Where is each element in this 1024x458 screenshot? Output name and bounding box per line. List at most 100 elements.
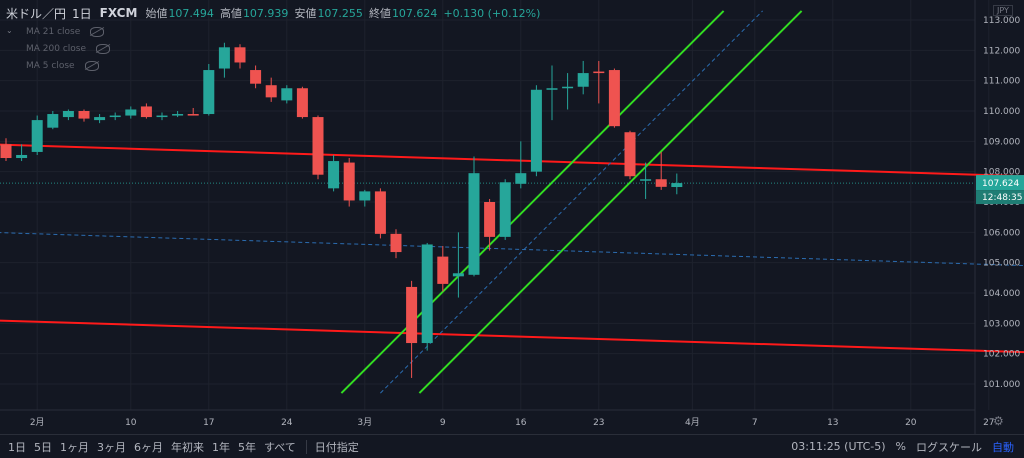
red-trend-line	[0, 319, 1024, 354]
candle-body	[515, 173, 527, 184]
time-axis[interactable]: 2月 10 17 24 3月 9 16 23 4月 7 13 20 27	[30, 417, 995, 428]
candle-body	[78, 111, 90, 119]
candle-body	[624, 132, 636, 177]
close-label: 終値	[368, 7, 391, 20]
indicator-ma200-label: MA 200 close	[26, 44, 87, 54]
candle-body	[437, 256, 449, 284]
close-value: 107.624	[391, 6, 438, 20]
time-tick-label: 17	[203, 418, 214, 428]
price-tick-label: 105.000	[983, 259, 1020, 269]
last-price-box	[976, 175, 1024, 191]
toolbar-divider	[305, 439, 307, 454]
price-chart[interactable]: 101.000 102.000 103.000 104.000 105.000 106.0…	[0, 0, 1024, 434]
candle-body	[265, 85, 277, 98]
candle-body	[328, 161, 340, 189]
candle-body	[577, 73, 589, 87]
eye-off-icon[interactable]	[84, 61, 99, 71]
settings-gear-icon[interactable]: ⚙	[993, 414, 1004, 428]
time-tick-label: 2月	[30, 417, 45, 428]
candle-body	[671, 183, 683, 188]
interval-label[interactable]: 1日	[72, 6, 92, 21]
candle-body	[406, 286, 418, 344]
change-value: +0.130 (+0.12%)	[443, 6, 541, 20]
dashed-trend-line	[0, 232, 1024, 267]
price-tick-label: 113.000	[983, 16, 1020, 26]
candle-body	[156, 115, 168, 118]
indicator-ma21-label: MA 21 close	[26, 27, 81, 37]
time-tick-label: 27	[983, 418, 994, 428]
price-tick-label: 110.000	[983, 107, 1020, 117]
range-1y[interactable]: 1年	[212, 440, 230, 454]
candle-body	[218, 47, 230, 69]
currency-badge[interactable]: JPY	[993, 5, 1013, 16]
candle-body	[140, 106, 152, 118]
last-price-label: 107.624	[982, 179, 1019, 189]
range-3m[interactable]: 3ヶ月	[97, 440, 126, 454]
eye-off-icon[interactable]	[96, 44, 111, 54]
range-5y[interactable]: 5年	[238, 440, 256, 454]
toolbar-right: 03:11:25 (UTC-5) % ログスケール 自動	[791, 435, 1024, 458]
price-tick-label: 109.000	[983, 137, 1020, 147]
symbol-header: 米ドル／円 1日 FXCM 始値 107.494 高値 107.939 安値 107.…	[6, 4, 540, 22]
candle-body	[109, 115, 121, 118]
price-tick-label: 108.000	[983, 168, 1020, 178]
indicator-ma5[interactable]: MA 5 close	[26, 61, 99, 71]
indicator-ma21[interactable]: MA 21 close	[26, 27, 105, 37]
time-tick-label: 16	[515, 418, 527, 428]
candle-body	[374, 191, 386, 234]
candle-body	[640, 179, 652, 181]
price-tick-label: 104.000	[983, 289, 1020, 299]
time-tick-label: 4月	[685, 417, 700, 428]
indicator-ma200[interactable]: MA 200 close	[26, 44, 111, 54]
low-label: 安値	[294, 7, 317, 20]
range-1m[interactable]: 1ヶ月	[60, 440, 89, 454]
auto-scale-toggle[interactable]: 自動	[992, 440, 1014, 454]
chart-candles	[0, 42, 683, 378]
range-5d[interactable]: 5日	[34, 440, 52, 454]
candle-body	[343, 162, 355, 201]
candle-body	[546, 88, 558, 90]
collapse-chevron-icon[interactable]: ⌄	[6, 26, 13, 35]
price-tick-label: 112.000	[983, 46, 1020, 56]
candle-body	[655, 179, 667, 187]
candle-body	[296, 88, 308, 118]
source-label: FXCM	[99, 6, 138, 20]
log-scale-toggle[interactable]: ログスケール	[916, 440, 982, 454]
eye-off-icon[interactable]	[90, 27, 105, 37]
open-value: 107.494	[168, 6, 214, 20]
price-axis[interactable]: 101.000 102.000 103.000 104.000 105.000 106.0…	[976, 16, 1024, 390]
symbol-name[interactable]: 米ドル／円	[6, 6, 67, 21]
clock-time[interactable]: 03:11:25 (UTC-5)	[791, 440, 886, 453]
goto-date-button[interactable]: 日付指定	[314, 440, 359, 454]
candle-body	[593, 71, 605, 74]
indicator-ma5-label: MA 5 close	[26, 61, 75, 71]
price-tick-label: 101.000	[983, 380, 1020, 390]
range-all[interactable]: すべて	[264, 440, 296, 454]
percent-toggle[interactable]: %	[895, 440, 906, 453]
candle-body	[530, 89, 542, 172]
candle-body	[390, 233, 402, 253]
range-1d[interactable]: 1日	[8, 440, 26, 454]
candle-body	[62, 111, 74, 118]
candle-body	[0, 144, 12, 159]
time-tick-label: 13	[827, 418, 838, 428]
candle-body	[16, 154, 28, 159]
candle-body	[281, 88, 293, 101]
time-tick-label: 3月	[357, 417, 372, 428]
price-tick-label: 106.000	[983, 228, 1020, 238]
range-6m[interactable]: 6ヶ月	[134, 440, 163, 454]
open-label: 始値	[145, 7, 168, 20]
high-label: 高値	[219, 7, 242, 20]
candle-body	[359, 191, 371, 201]
candle-body	[452, 273, 464, 277]
low-value: 107.255	[317, 6, 363, 20]
candle-body	[125, 109, 137, 116]
time-tick-label: 24	[281, 418, 293, 428]
time-tick-label: 23	[593, 418, 604, 428]
candle-body	[608, 70, 620, 127]
red-trend-line	[0, 143, 1024, 178]
range-ytd[interactable]: 年初来	[171, 440, 204, 454]
candle-body	[172, 114, 184, 116]
countdown-label: 12:48:35	[982, 193, 1022, 203]
candle-body	[312, 117, 324, 175]
